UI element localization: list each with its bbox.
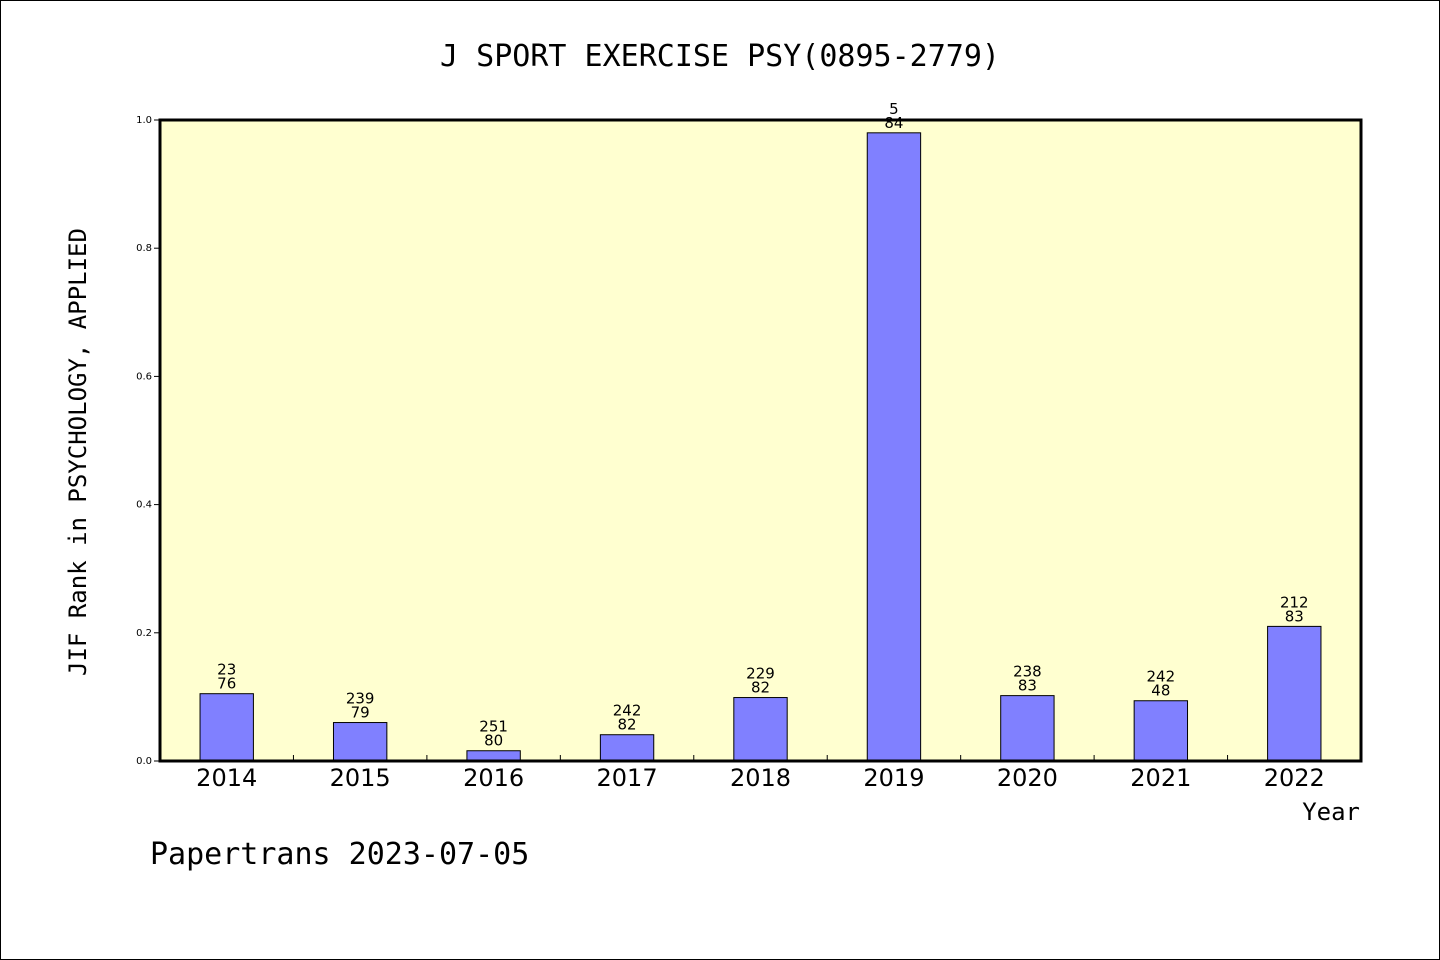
- x-axis-label: Year: [1302, 798, 1360, 826]
- chart-title: J SPORT EXERCISE PSY(0895-2779): [440, 39, 1000, 74]
- y-tick-label: 0.0: [136, 756, 152, 767]
- bar-2014: [199, 693, 254, 762]
- data-label-rank: 239: [346, 690, 375, 708]
- x-axis-tick-labels: 2014 2015 2016 2017 2018 2019 2020 2021 2022: [196, 764, 1325, 792]
- data-label-secondary: 82: [751, 679, 770, 697]
- data-label-rank: 5: [889, 100, 899, 118]
- x-tick-label-2017: 2017: [597, 764, 658, 792]
- bar-2018: [733, 697, 788, 762]
- x-tick-label-2016: 2016: [463, 764, 524, 792]
- bar-2021: [1133, 700, 1189, 762]
- plot-area: [160, 120, 1361, 761]
- data-label-secondary: 79: [351, 704, 370, 722]
- y-tick-label: 0.4: [136, 500, 152, 511]
- data-label-secondary: 84: [884, 114, 903, 132]
- data-label-rank: 251: [479, 718, 508, 736]
- data-label-secondary: 80: [484, 732, 503, 750]
- x-tick-label-2015: 2015: [330, 764, 391, 792]
- data-label-secondary: 82: [618, 716, 637, 734]
- y-tick-label: 0.2: [136, 628, 152, 639]
- y-axis-label: JIF Rank in PSYCHOLOGY, APPLIED: [64, 228, 92, 676]
- data-label-rank: 242: [613, 702, 642, 720]
- bar-2017: [599, 734, 655, 762]
- data-label-rank: 238: [1013, 663, 1042, 681]
- bars-group: [199, 132, 1322, 762]
- bar-2015: [332, 722, 388, 762]
- plot-border: [158, 118, 1363, 763]
- data-label-rank: 242: [1147, 668, 1176, 686]
- data-label-rank: 212: [1280, 593, 1309, 611]
- x-tick-label-2019: 2019: [863, 764, 924, 792]
- data-label-secondary: 48: [1151, 682, 1170, 700]
- y-tick-label: 1.0: [136, 115, 152, 126]
- data-label-secondary: 83: [1018, 677, 1037, 695]
- x-tick-label-2018: 2018: [730, 764, 791, 792]
- bar-2022: [1267, 625, 1322, 762]
- x-tick-label-2022: 2022: [1264, 764, 1325, 792]
- y-tick-label: 0.6: [136, 371, 152, 382]
- y-axis-ticks: 0.0 0.2 0.4 0.6 0.8 1.0: [136, 115, 160, 767]
- bar-2016: [466, 750, 521, 762]
- bar-2020: [1000, 695, 1055, 762]
- data-label-rank: 23: [217, 661, 236, 679]
- data-label-rank: 229: [746, 665, 775, 683]
- data-label-secondary: 76: [217, 675, 236, 693]
- x-tick-label-2014: 2014: [196, 764, 257, 792]
- footer-credit: Papertrans 2023-07-05: [150, 837, 529, 872]
- x-tick-label-2020: 2020: [997, 764, 1058, 792]
- bar-2019: [866, 132, 922, 762]
- y-tick-label: 0.8: [136, 243, 152, 254]
- data-label-secondary: 83: [1285, 607, 1304, 625]
- x-tick-label-2021: 2021: [1130, 764, 1191, 792]
